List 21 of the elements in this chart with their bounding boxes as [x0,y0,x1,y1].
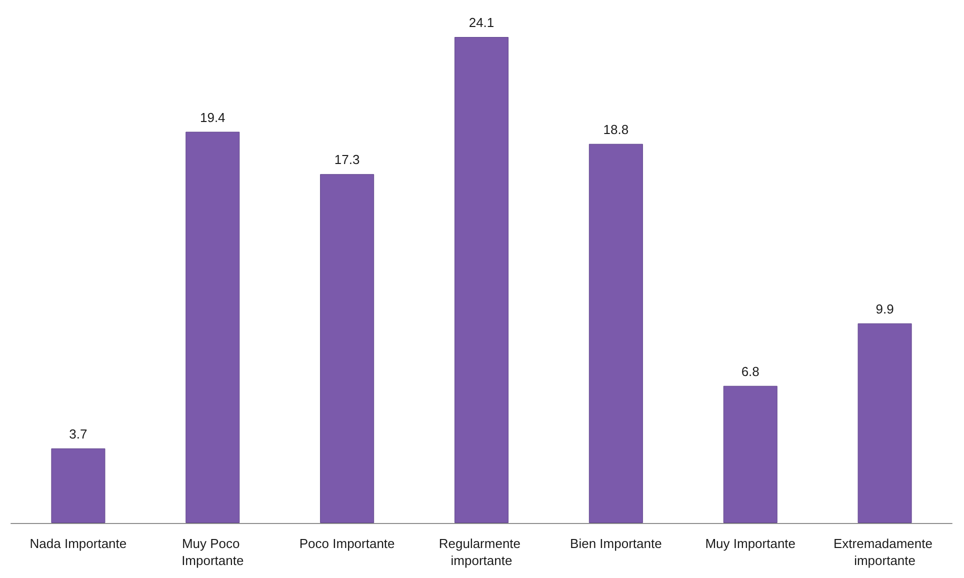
x-tick-label: Nada Importante [30,536,127,551]
bar [723,386,778,523]
x-tick-label: Muy Importante [705,536,796,551]
x-tick-label: Regularmente importante [438,536,524,568]
data-label: 3.7 [69,426,88,442]
data-label: 6.8 [741,364,760,379]
x-tick-label: Extremadamente importante [833,536,936,568]
x-tick-label: Bien Importante [570,536,662,551]
data-label: 18.8 [603,122,629,137]
bar [320,174,374,523]
bar [454,37,508,523]
data-label: 19.4 [200,110,226,125]
bar [588,144,643,523]
data-label: 9.9 [876,301,894,316]
data-label: 24.1 [468,15,494,30]
bar [858,323,912,523]
data-label: 17.3 [334,152,360,168]
bar [186,132,240,523]
x-tick-label: Poco Importante [299,536,395,551]
x-tick-label: Muy Poco Importante [182,536,244,568]
bar [51,448,106,523]
